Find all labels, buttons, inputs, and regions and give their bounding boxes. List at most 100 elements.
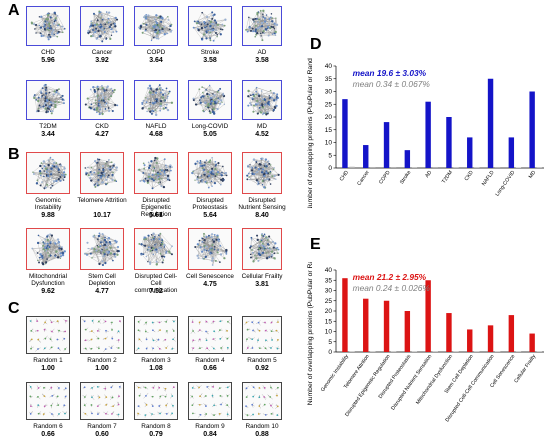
network-label: Genomic Instability xyxy=(34,197,62,211)
network-label: Random 6 xyxy=(33,423,63,430)
bar-random-2 xyxy=(370,351,376,352)
network-label: Random 10 xyxy=(245,423,279,430)
network-value: 9.88 xyxy=(41,212,55,219)
y-tick-label: 10 xyxy=(325,329,333,336)
bar-random-7 xyxy=(474,167,480,168)
bar-primary-2 xyxy=(363,145,369,168)
network-a-8 xyxy=(134,80,178,120)
x-tick-label: NAFLD xyxy=(481,170,496,188)
network-graph xyxy=(81,318,122,352)
network-value: 1.00 xyxy=(41,365,55,372)
network-b-3 xyxy=(134,152,178,194)
network-b-6 xyxy=(26,228,70,270)
bar-random-10 xyxy=(536,167,542,168)
network-label: Stem Cell Depletion xyxy=(88,273,116,287)
network-b-8 xyxy=(134,228,178,270)
network-a-1 xyxy=(26,6,70,46)
network-c-10 xyxy=(242,382,282,420)
network-c-1 xyxy=(26,316,70,354)
network-value: 3.58 xyxy=(255,57,269,64)
network-value: 9.62 xyxy=(41,288,55,295)
network-c-8 xyxy=(134,382,178,420)
y-tick-label: 5 xyxy=(328,339,332,346)
network-label: Disrupted Nutrient Sensing xyxy=(238,197,286,211)
x-tick-label: Stroke xyxy=(399,170,413,186)
network-graph xyxy=(83,232,120,266)
network-graph xyxy=(32,156,67,190)
network-value: 1.08 xyxy=(149,365,163,372)
network-graph xyxy=(190,384,231,418)
network-value: 4.75 xyxy=(203,281,217,288)
chart-e: Number of overlapping proteins (PubPular… xyxy=(307,262,544,423)
network-label: Stroke xyxy=(200,49,220,56)
network-graph xyxy=(245,9,279,42)
panel-label-a: A xyxy=(8,2,20,19)
bar-primary-4 xyxy=(404,311,411,352)
network-value: 3.92 xyxy=(95,57,109,64)
panel-label-d: D xyxy=(310,36,322,53)
network-graph xyxy=(244,384,280,417)
network-a-5 xyxy=(242,6,282,46)
network-value: 0.60 xyxy=(95,431,109,438)
network-c-5 xyxy=(242,316,282,354)
network-c-9 xyxy=(188,382,232,420)
y-tick-label: 30 xyxy=(325,288,333,295)
network-b-10 xyxy=(242,228,282,270)
network-b-1 xyxy=(26,152,70,194)
x-tick-label: Cellular Frailty xyxy=(513,353,537,384)
network-graph xyxy=(84,158,118,188)
y-tick-label: 15 xyxy=(325,318,333,325)
network-label: COPD xyxy=(146,49,166,56)
x-tick-label: Long-COVID xyxy=(494,170,516,198)
network-label: Long-COVID xyxy=(191,123,229,130)
x-tick-label: Mitochondrial Dysfunction xyxy=(415,354,454,406)
network-value: 3.44 xyxy=(41,131,55,138)
bar-random-4 xyxy=(411,351,418,352)
y-tick-label: 15 xyxy=(325,127,333,134)
network-graph xyxy=(246,157,280,189)
network-value: 0.88 xyxy=(255,431,269,438)
bar-primary-1 xyxy=(342,278,348,352)
panel-label-e: E xyxy=(310,236,321,253)
network-graph xyxy=(87,10,119,43)
network-value: 4.68 xyxy=(149,131,163,138)
bar-primary-7 xyxy=(467,137,473,168)
network-label: Cancer xyxy=(91,49,113,56)
network-value: 1.00 xyxy=(95,365,109,372)
network-c-4 xyxy=(188,316,232,354)
network-value: 3.81 xyxy=(255,281,269,288)
bar-random-5 xyxy=(432,166,438,168)
network-label: CKD xyxy=(95,123,109,130)
bar-primary-3 xyxy=(383,122,390,168)
mean-annotation-1: mean 21.2 ± 2.95% xyxy=(353,272,427,282)
network-graph xyxy=(192,11,227,42)
bar-primary-7 xyxy=(467,329,473,352)
network-label: Random 5 xyxy=(247,357,277,364)
bar-primary-9 xyxy=(508,137,515,168)
network-value: 4.77 xyxy=(95,288,109,295)
network-value: 0.84 xyxy=(203,431,217,438)
bar-primary-6 xyxy=(446,117,452,168)
x-tick-label: MD xyxy=(528,170,538,180)
network-label: MD xyxy=(257,123,267,130)
mean-annotation-2: mean 0.34 ± 0.067% xyxy=(353,79,431,89)
network-label: Cellular Frailty xyxy=(241,273,283,280)
network-graph xyxy=(84,84,119,116)
y-tick-label: 35 xyxy=(325,277,333,284)
network-b-2 xyxy=(80,152,124,194)
bar-random-1 xyxy=(349,166,355,168)
x-tick-label: COPD xyxy=(378,170,392,186)
network-value: 5.61 xyxy=(149,212,163,219)
network-a-3 xyxy=(134,6,178,46)
bar-random-6 xyxy=(453,167,459,168)
network-label: Random 9 xyxy=(195,423,225,430)
bar-primary-10 xyxy=(529,91,535,168)
network-graph xyxy=(28,318,69,352)
network-label: Random 3 xyxy=(141,357,171,364)
network-graph xyxy=(31,233,66,266)
network-a-10 xyxy=(242,80,282,120)
network-value: 0.79 xyxy=(149,431,163,438)
network-value: 3.58 xyxy=(203,57,217,64)
x-tick-label: CKD xyxy=(464,169,475,182)
network-label: Random 7 xyxy=(87,423,117,430)
